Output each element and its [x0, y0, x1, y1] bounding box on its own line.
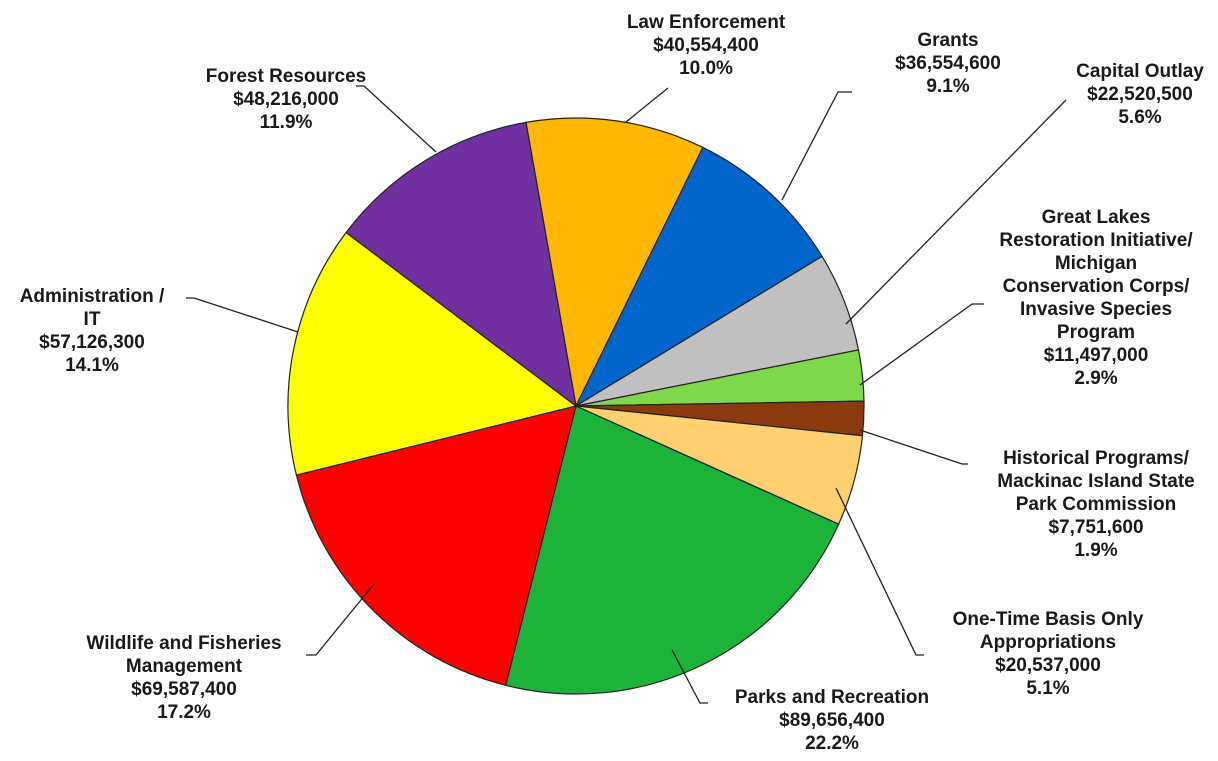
label-amount: $36,554,600 [895, 53, 1001, 74]
label-percent: 10.0% [679, 58, 733, 79]
leader-line-parks-and-recreation [671, 649, 708, 704]
label-amount: $11,497,000 [1044, 345, 1149, 366]
label-name-line: Restoration Initiative/ [999, 230, 1193, 251]
label-name-line: IT [84, 309, 101, 330]
label-name-line: Administration / [20, 286, 165, 307]
leader-line-capital-outlay [845, 99, 1067, 325]
slice-law-enforcement [525, 117, 704, 408]
label-name-line: Management [126, 656, 243, 677]
label-name-line: Wildlife and Fisheries [86, 633, 281, 654]
label-name-line: Michigan [1055, 253, 1137, 274]
label-name-line: Appropriations [980, 632, 1116, 653]
label-percent: 5.1% [1026, 678, 1069, 699]
label-percent: 1.9% [1074, 540, 1117, 561]
slice-grants [574, 146, 823, 408]
label-percent: 22.2% [805, 733, 859, 754]
label-amount: $89,656,400 [779, 710, 885, 731]
label-amount: $7,751,600 [1048, 517, 1143, 538]
label-historical-programs-mackinac-island-state-park-commission: Historical Programs/Mackinac Island Stat… [997, 448, 1194, 561]
slice-administration-it [287, 231, 578, 476]
label-amount: $22,520,500 [1087, 84, 1193, 105]
label-name-line: Conservation Corps/ [1003, 276, 1191, 297]
label-amount: $69,587,400 [131, 679, 237, 700]
label-name-line: Capital Outlay [1076, 61, 1204, 82]
label-name-line: Forest Resources [206, 66, 367, 87]
label-percent: 2.9% [1074, 368, 1117, 389]
label-one-time-basis-only-appropriations: One-Time Basis Only Appropriations $20,537… [953, 609, 1144, 699]
label-percent: 11.9% [260, 112, 313, 133]
label-capital-outlay: Capital Outlay $22,520,500 5.6% [1076, 61, 1204, 128]
slice-parks-and-recreation [505, 405, 840, 695]
label-name-line: Parks and Recreation [735, 687, 929, 708]
pie-slices [287, 117, 865, 695]
label-law-enforcement: Law Enforcement $40,554,400 10.0% [627, 12, 786, 79]
leader-line-grants [781, 91, 852, 201]
label-name-line: Mackinac Island State [997, 471, 1194, 492]
leader-line-historical-programs-mackinac-island-state-park-commission [859, 429, 968, 465]
label-name-line: Great Lakes [1042, 207, 1151, 228]
leader-line-administration-it [186, 297, 299, 333]
label-amount: $20,537,000 [995, 655, 1101, 676]
slice-wildlife-and-fisheries-management [295, 405, 577, 687]
label-name-line: Program [1057, 322, 1135, 343]
label-grants: Grants $36,554,600 9.1% [895, 30, 1001, 97]
label-name-line: Park Commission [1016, 494, 1177, 515]
label-forest-resources: Forest Resources $48,216,000 11.9% [206, 66, 367, 133]
leader-line-one-time-basis-only-appropriations [835, 487, 924, 656]
label-name-line: Historical Programs/ [1003, 448, 1190, 469]
label-wildlife-and-fisheries-management: Wildlife and Fisheries Management $69,587,… [86, 633, 281, 723]
label-great-lakes-restoration-initiative-michigan-conservation-corps-invasive-species-program: Great Lakes Restoration Initiative/Michig… [999, 207, 1193, 389]
label-name-line: One-Time Basis Only [953, 609, 1144, 630]
label-name-line: Grants [917, 30, 978, 51]
label-name-line: Law Enforcement [627, 12, 786, 33]
label-percent: 5.6% [1118, 107, 1161, 128]
leader-line-great-lakes-restoration-initiative-michigan-conservation-corps-invasive-species-program [859, 303, 984, 386]
label-amount: $48,216,000 [233, 89, 339, 110]
leader-line-law-enforcement [625, 87, 669, 123]
label-amount: $40,554,400 [653, 35, 759, 56]
slice-labels: Law Enforcement $40,554,400 10.0% Grants $36… [20, 12, 1205, 754]
label-amount: $57,126,300 [39, 332, 145, 353]
label-parks-and-recreation: Parks and Recreation $89,656,400 22.2% [735, 687, 929, 754]
slice-forest-resources [345, 121, 577, 408]
label-administration-it: Administration / IT $57,126,300 14.1% [20, 286, 165, 376]
label-percent: 14.1% [65, 355, 119, 376]
label-percent: 17.2% [157, 702, 211, 723]
label-name-line: Invasive Species [1020, 299, 1172, 320]
label-percent: 9.1% [926, 76, 969, 97]
leader-lines [186, 85, 1067, 704]
leader-line-forest-resources [356, 85, 437, 153]
leader-line-wildlife-and-fisheries-management [306, 583, 375, 656]
